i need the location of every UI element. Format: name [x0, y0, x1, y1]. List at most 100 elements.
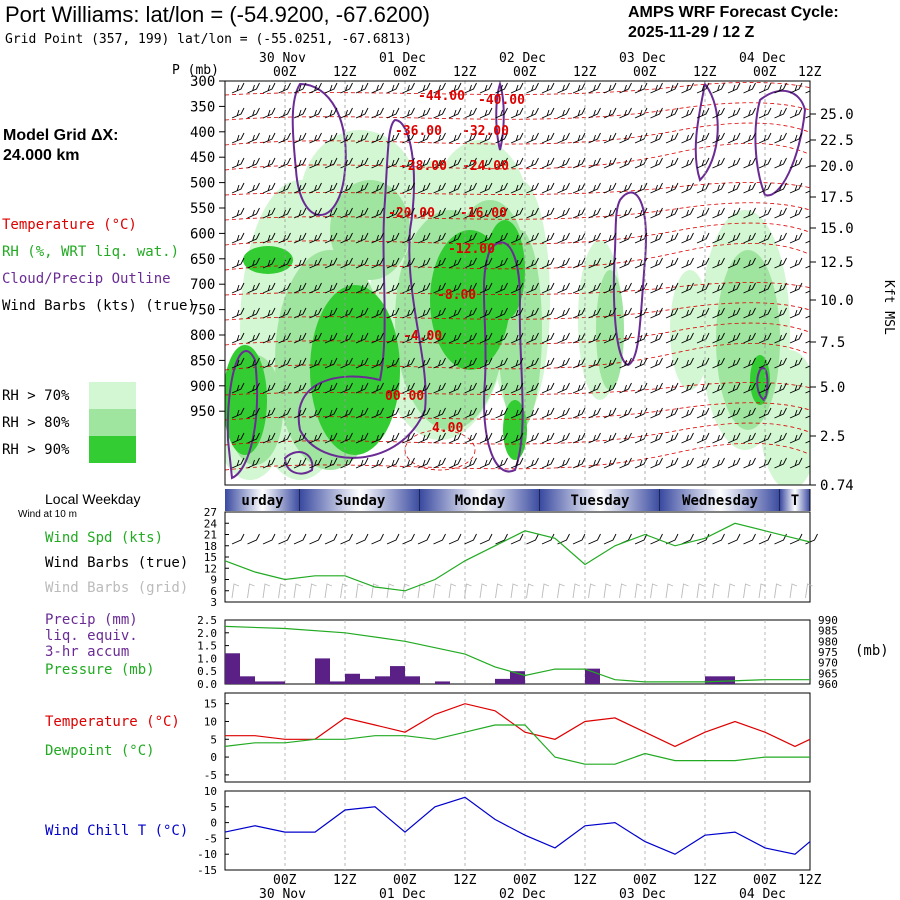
true-wind-barb — [510, 533, 524, 545]
wind-barb — [712, 382, 725, 394]
wind-barb — [464, 357, 477, 369]
grid-wind-barb — [603, 583, 612, 599]
wind-barb — [402, 282, 415, 294]
grid-wind-barb — [665, 583, 674, 599]
top-hour-label: 00Z — [513, 65, 537, 80]
wind-barb — [355, 407, 369, 419]
wind-barb — [231, 432, 245, 444]
wind-barb — [417, 457, 431, 469]
wind-barb — [231, 257, 245, 269]
pressure-panel-right-tick-label: 960 — [818, 678, 838, 691]
rh90-swatch — [89, 436, 136, 463]
wind-barb — [293, 157, 307, 169]
wind-barb — [665, 132, 679, 144]
precip-panel-tick-label: 2.5 — [197, 614, 217, 627]
wind-barb — [324, 182, 338, 194]
wind-barb — [371, 232, 384, 244]
wind-barb — [324, 382, 338, 394]
wind-barb — [247, 232, 260, 244]
pressure-tick-label: 300 — [190, 74, 215, 90]
wind-panel-tick-label: 27 — [204, 506, 217, 519]
wind-barb — [324, 357, 338, 369]
wind-barb — [324, 82, 338, 94]
wind-barb — [526, 432, 539, 444]
top-hour-label: 00Z — [633, 65, 657, 80]
rh90-area — [750, 355, 770, 405]
wind-barb — [789, 182, 803, 194]
forecast-cycle: AMPS WRF Forecast Cycle: 2025-11-29 / 12… — [628, 3, 839, 43]
rh80-label: RH > 80% — [2, 415, 70, 431]
wind-barb — [309, 307, 322, 319]
temperature-contour — [225, 422, 810, 446]
wind-barb — [479, 382, 493, 394]
wind-barb — [526, 182, 539, 194]
forecast-cycle-value: 2025-11-29 / 12 Z — [628, 24, 755, 41]
cloud-outline — [291, 82, 347, 216]
wind-barb — [371, 282, 384, 294]
wind-barb — [696, 257, 710, 269]
weekday-cell — [300, 489, 420, 511]
wind-barb — [371, 132, 384, 144]
weekday-label: urday — [241, 493, 284, 509]
wind-barb — [371, 332, 384, 344]
wind-barb — [510, 257, 524, 269]
wind-barb — [696, 132, 710, 144]
wind-barb — [789, 382, 803, 394]
wind-barb — [789, 232, 803, 244]
wind-barb — [479, 182, 493, 194]
wind-barb — [588, 357, 601, 369]
wind-barb — [355, 357, 369, 369]
wind-barb — [557, 182, 570, 194]
wind-barb — [650, 132, 663, 144]
height-tick-label: 25.0 — [820, 107, 854, 123]
wind-barb — [293, 307, 307, 319]
wind-barb — [727, 457, 741, 469]
wind-barb — [479, 282, 493, 294]
temperature-contour-label: -36.00 — [395, 124, 442, 139]
bottom-hour-label: 00Z — [393, 873, 417, 888]
wind-barb — [696, 307, 710, 319]
temperature-contour-label: -32.00 — [462, 124, 509, 139]
wind-barb — [665, 407, 679, 419]
true-wind-barb — [247, 533, 260, 545]
wind-barb — [557, 357, 570, 369]
grid-wind-barb — [712, 583, 720, 599]
wind-barb — [712, 307, 725, 319]
wind-barb — [789, 82, 803, 94]
grid-wind-barb — [278, 583, 286, 599]
wind-barb — [247, 357, 260, 369]
wind-barb — [293, 257, 307, 269]
wind-barb — [650, 332, 663, 344]
true-wind-barb — [278, 533, 291, 545]
wind-barb — [727, 82, 741, 94]
temperature-contour-label: -4.00 — [403, 329, 442, 344]
wind-barb — [510, 357, 524, 369]
legend-dewpoint: Dewpoint (°C) — [45, 743, 155, 759]
wind-barb — [278, 232, 291, 244]
wind-barb — [510, 107, 524, 119]
wind-barb — [417, 332, 431, 344]
wind-barb — [603, 157, 617, 169]
precip-panel-tick-label: 0.5 — [197, 665, 217, 678]
legend-precip-accum: 3-hr accum — [45, 644, 130, 660]
wind-barb — [340, 107, 353, 119]
wind-barb — [324, 307, 338, 319]
wind-barb — [681, 382, 694, 394]
wind-barb — [417, 157, 431, 169]
cloud-outline — [495, 81, 505, 151]
wind-barb — [402, 457, 415, 469]
wind-barb — [526, 232, 539, 244]
wind-barb — [727, 107, 741, 119]
wind-barb — [572, 207, 586, 219]
wind-barb — [588, 307, 601, 319]
temp-panel-tick-label: -5 — [204, 769, 217, 782]
precip-bar — [330, 681, 345, 684]
top-hour-label: 12Z — [453, 65, 477, 80]
wind-barb — [386, 132, 400, 144]
wind-barb — [448, 282, 462, 294]
wind-barb — [588, 232, 601, 244]
wind-barb — [262, 257, 276, 269]
wind-barb — [805, 240, 810, 244]
wind-barb — [262, 82, 276, 94]
wind-barb — [355, 332, 369, 344]
